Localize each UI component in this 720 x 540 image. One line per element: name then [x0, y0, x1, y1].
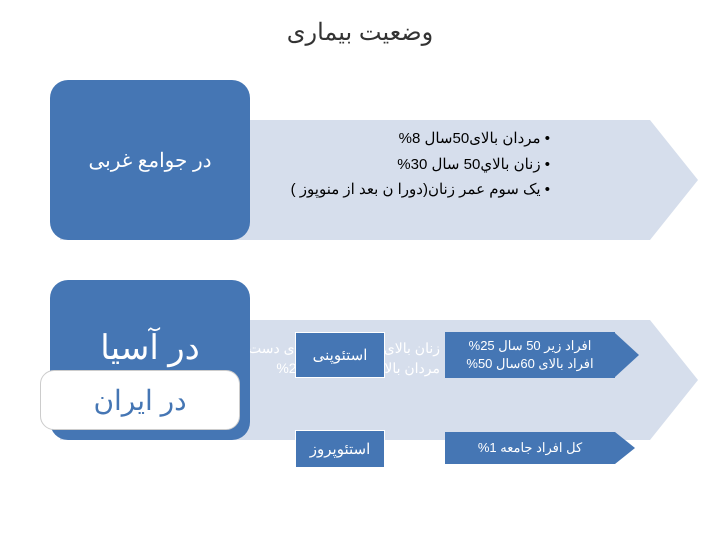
- osteopenia-arrow-line2: افراد بالای 60سال 50%: [466, 355, 593, 373]
- osteopenia-label: استئوپنی: [313, 346, 368, 364]
- osteoporosis-label: استئوپروز: [310, 440, 370, 458]
- osteoporosis-arrow: کل افراد جامعه 1%: [445, 432, 615, 464]
- osteopenia-label-box: استئوپنی: [295, 332, 385, 378]
- iran-box: در ایران: [40, 370, 240, 430]
- osteoporosis-label-box: استئوپروز: [295, 430, 385, 468]
- page-title: وضعیت بیماری: [0, 0, 720, 47]
- bottom-arrow-head: [650, 320, 698, 440]
- asia-box-label: در آسیا: [100, 328, 200, 368]
- western-box-label: در جوامع غربی: [88, 148, 211, 173]
- osteopenia-arrow-line1: افراد زیر 50 سال 25%: [469, 337, 592, 355]
- osteoporosis-arrow-line: کل افراد جامعه 1%: [478, 439, 582, 457]
- iran-box-label: در ایران: [93, 384, 186, 417]
- osteopenia-arrow: افراد زیر 50 سال 25% افراد بالای 60سال 5…: [445, 332, 615, 378]
- top-arrow-head: [650, 120, 698, 240]
- western-box: در جوامع غربی: [50, 80, 250, 240]
